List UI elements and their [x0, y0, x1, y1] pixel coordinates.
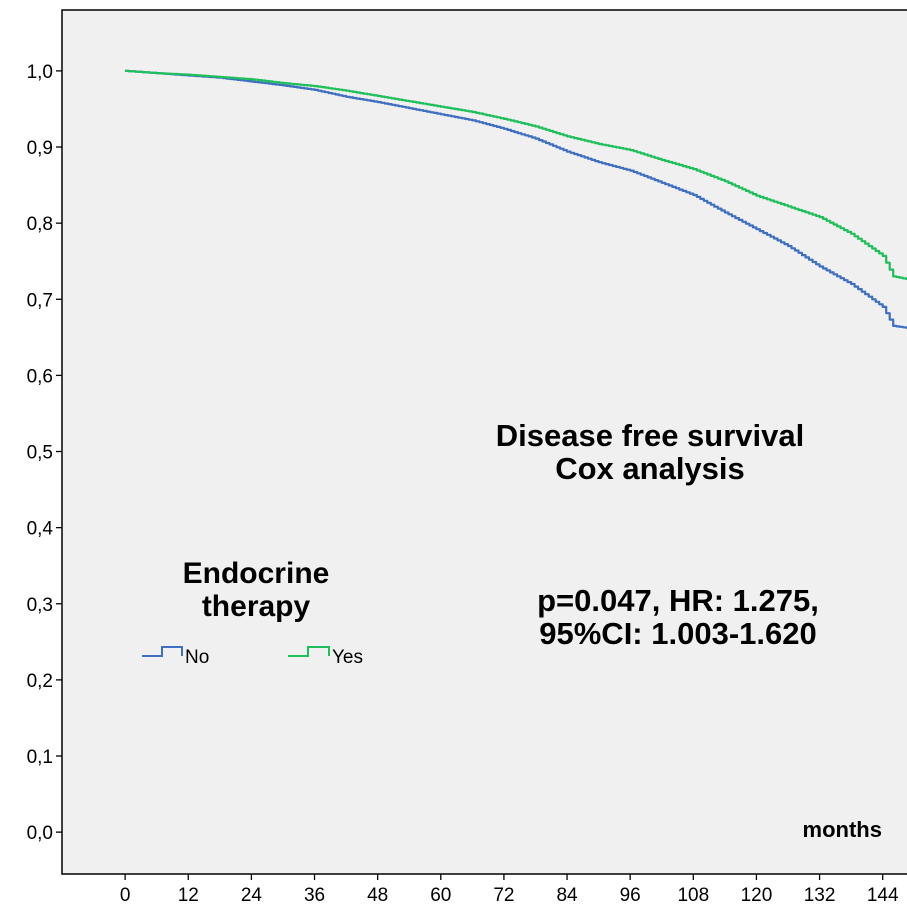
y-tick-label: 0,3 — [27, 595, 53, 616]
series-line-yes — [125, 69, 907, 280]
x-axis: 0 12 24 36 48 60 72 84 96 108 120 132 144 — [120, 874, 899, 906]
annotation-stats-line1: p=0.047, HR: 1.275, — [537, 583, 819, 618]
legend-title-line1: Endocrine — [183, 557, 330, 590]
legend-title-line2: therapy — [202, 590, 311, 623]
x-tick-label: 132 — [804, 885, 836, 906]
y-tick-label: 0,9 — [27, 138, 53, 159]
x-tick-label: 120 — [741, 885, 773, 906]
y-tick-label: 0,0 — [27, 823, 53, 844]
legend-symbol-no — [142, 646, 183, 657]
annotation-stats-line2: 95%CI: 1.003-1.620 — [539, 616, 816, 651]
annotation-title-line2: Cox analysis — [555, 451, 745, 486]
x-tick-label: 96 — [620, 885, 641, 906]
x-tick-label: 60 — [430, 885, 451, 906]
legend-symbol-yes — [288, 646, 330, 657]
series-line-no — [125, 69, 907, 329]
legend: Endocrine therapy No Yes — [142, 557, 363, 668]
y-tick-label: 0,4 — [27, 519, 54, 540]
x-tick-label: 24 — [241, 885, 263, 906]
y-tick-label: 0,5 — [27, 443, 53, 464]
y-tick-label: 0,1 — [27, 747, 53, 768]
x-tick-label: 48 — [367, 885, 388, 906]
plot-area — [61, 9, 907, 875]
y-tick-label: 0,6 — [27, 366, 53, 387]
x-tick-label: 72 — [493, 885, 514, 906]
x-tick-label: 84 — [556, 885, 578, 906]
y-tick-label: 0,2 — [27, 671, 53, 692]
x-tick-label: 0 — [120, 885, 131, 906]
legend-label-yes: Yes — [332, 647, 363, 668]
x-tick-label: 36 — [304, 885, 325, 906]
x-tick-label: 12 — [178, 885, 199, 906]
legend-label-no: No — [185, 647, 209, 668]
series-layer — [125, 69, 907, 329]
y-tick-label: 0,8 — [27, 214, 53, 235]
y-tick-label: 1,0 — [27, 62, 53, 83]
x-tick-label: 108 — [677, 885, 709, 906]
x-axis-label: months — [803, 817, 882, 842]
x-tick-label: 144 — [867, 885, 899, 906]
annotation-title-line1: Disease free survival — [496, 418, 805, 453]
y-tick-label: 0,7 — [27, 290, 53, 311]
y-axis: 0,0 0,1 0,2 0,3 0,4 0,5 0,6 0,7 0,8 0,9 1,0 — [27, 62, 62, 844]
